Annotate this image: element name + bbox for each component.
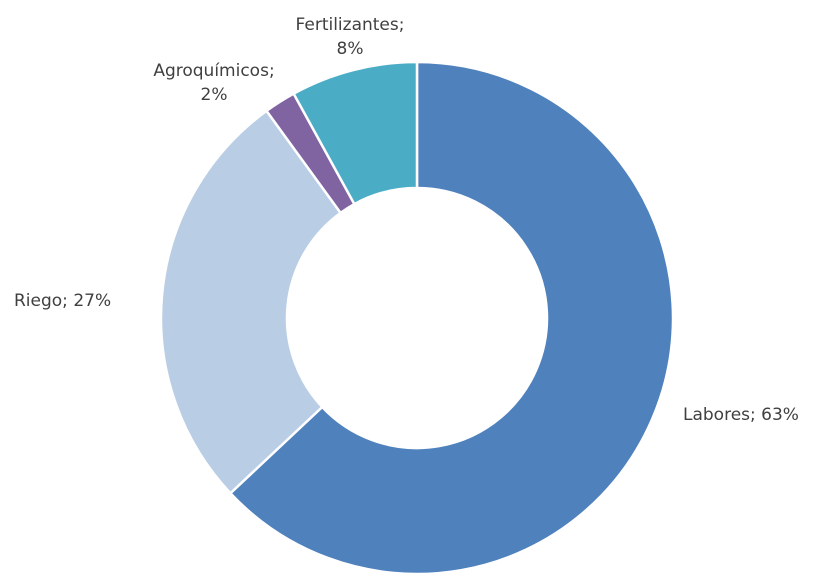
data-label-fertilizantes-line-1: 8% [337, 39, 364, 59]
data-label-labores-line-0: Labores; 63% [683, 405, 799, 425]
data-label-agroquimicos-line-1: 2% [201, 85, 228, 105]
data-labels: Labores; 63% Fertilizantes; 8% Agroquímicos… [14, 15, 799, 425]
data-label-riego-line-0: Riego; 27% [14, 291, 111, 311]
slice-labores [228, 60, 675, 576]
donut-slices [159, 60, 675, 576]
slice-riego [159, 109, 343, 496]
data-label-agroquimicos-line-0: Agroquímicos; [153, 61, 274, 81]
slice-fertilizantes [291, 60, 419, 206]
data-label-fertilizantes-line-0: Fertilizantes; [296, 15, 405, 35]
